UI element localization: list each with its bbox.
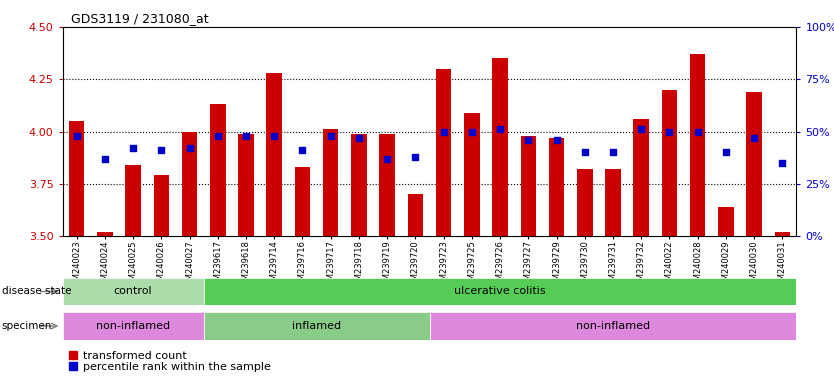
Bar xyxy=(690,54,706,236)
Bar xyxy=(577,169,592,236)
Bar xyxy=(125,165,141,236)
Bar xyxy=(294,167,310,236)
Point xyxy=(635,126,648,132)
Bar xyxy=(267,73,282,236)
Bar xyxy=(351,134,367,236)
Text: disease state: disease state xyxy=(2,286,71,296)
Text: control: control xyxy=(113,286,153,296)
Point xyxy=(437,128,450,135)
Point xyxy=(409,154,422,160)
Text: inflamed: inflamed xyxy=(292,321,341,331)
Legend: transformed count, percentile rank within the sample: transformed count, percentile rank withi… xyxy=(68,351,270,372)
Point xyxy=(719,149,732,156)
Bar xyxy=(661,89,677,236)
Point xyxy=(747,135,761,141)
Point xyxy=(550,137,563,143)
Point xyxy=(465,128,479,135)
Point xyxy=(70,132,83,139)
Point xyxy=(776,160,789,166)
Bar xyxy=(63,278,203,305)
Text: GDS3119 / 231080_at: GDS3119 / 231080_at xyxy=(71,12,208,25)
Text: specimen: specimen xyxy=(2,321,52,331)
Bar xyxy=(203,312,430,340)
Point xyxy=(154,147,168,154)
Point xyxy=(239,132,253,139)
Bar xyxy=(520,136,536,236)
Bar xyxy=(746,92,762,236)
Bar xyxy=(605,169,620,236)
Bar xyxy=(492,58,508,236)
Point xyxy=(691,128,705,135)
Bar xyxy=(63,312,203,340)
Point xyxy=(98,156,112,162)
Point xyxy=(127,145,140,151)
Point xyxy=(183,145,196,151)
Point xyxy=(521,137,535,143)
Bar xyxy=(634,119,649,236)
Text: ulcerative colitis: ulcerative colitis xyxy=(455,286,546,296)
Bar xyxy=(775,232,790,236)
Point xyxy=(606,149,620,156)
Bar xyxy=(69,121,84,236)
Bar xyxy=(436,69,451,236)
Point xyxy=(268,132,281,139)
Point xyxy=(380,156,394,162)
Point xyxy=(352,135,365,141)
Point xyxy=(296,147,309,154)
Point xyxy=(578,149,591,156)
Bar xyxy=(182,131,198,236)
Bar xyxy=(97,232,113,236)
Bar xyxy=(430,312,796,340)
Bar xyxy=(153,175,169,236)
Bar xyxy=(549,138,565,236)
Bar xyxy=(379,134,395,236)
Bar xyxy=(718,207,734,236)
Point xyxy=(324,132,338,139)
Point xyxy=(494,126,507,132)
Bar xyxy=(210,104,225,236)
Text: non-inflamed: non-inflamed xyxy=(576,321,650,331)
Text: non-inflamed: non-inflamed xyxy=(96,321,170,331)
Point xyxy=(211,132,224,139)
Bar xyxy=(203,278,796,305)
Bar xyxy=(323,129,339,236)
Bar xyxy=(464,113,480,236)
Bar xyxy=(239,134,254,236)
Point xyxy=(663,128,676,135)
Bar xyxy=(408,194,423,236)
